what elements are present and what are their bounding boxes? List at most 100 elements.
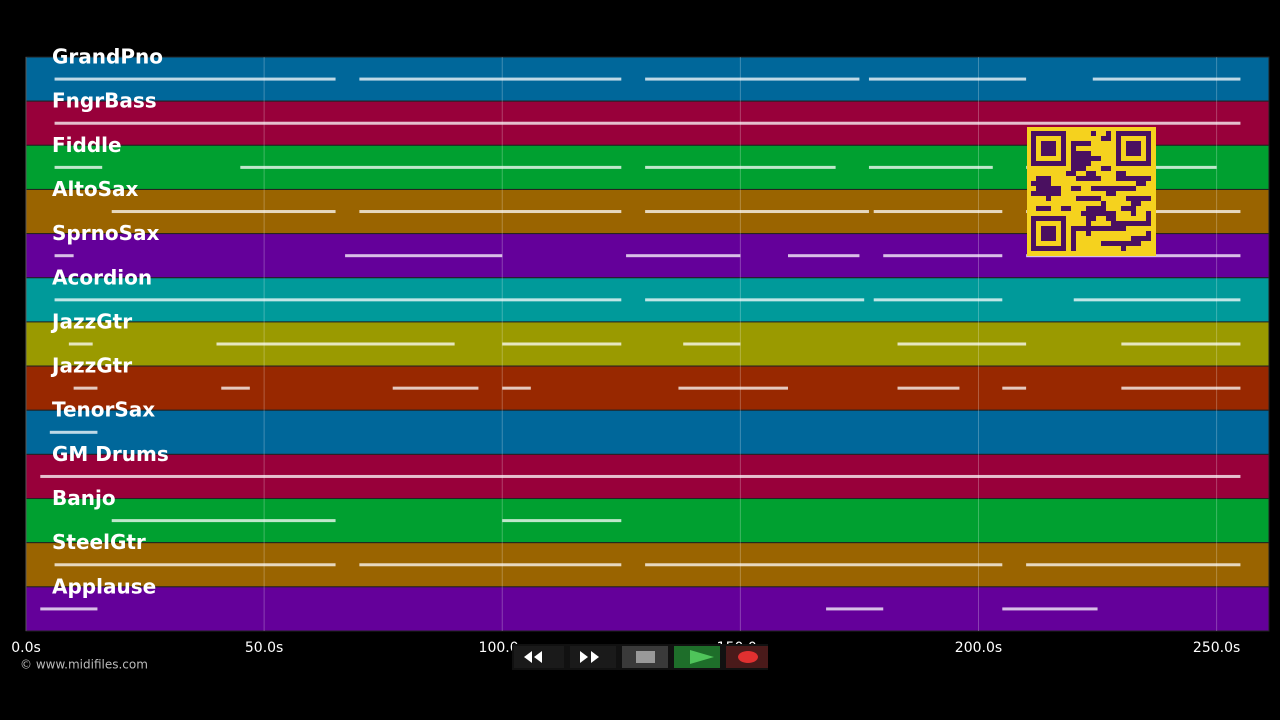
note-phrase [40, 474, 1241, 478]
qr-module [1111, 186, 1116, 191]
note-phrase [683, 342, 741, 346]
qr-module [1036, 186, 1041, 191]
qr-module [1131, 201, 1136, 206]
qr-module [1131, 211, 1136, 216]
qr-module [1121, 206, 1126, 211]
qr-module [1081, 211, 1086, 216]
qr-module [1126, 186, 1131, 191]
note-phrase [1073, 298, 1241, 302]
qr-module [1096, 156, 1101, 161]
qr-module [1036, 176, 1041, 181]
qr-module [1046, 191, 1051, 196]
qr-module [1146, 221, 1151, 226]
qr-module [1076, 161, 1081, 166]
qr-module [1086, 151, 1091, 156]
fast-forward-button[interactable] [570, 646, 616, 668]
note-phrase [897, 386, 960, 390]
qr-module [1086, 206, 1091, 211]
qr-module [1086, 156, 1091, 161]
qr-module [1091, 186, 1096, 191]
qr-module [1131, 236, 1136, 241]
note-phrase [54, 77, 336, 81]
record-button[interactable] [726, 646, 768, 668]
track-label: FngrBass [52, 89, 157, 113]
qr-module [1071, 171, 1076, 176]
qr-module [1146, 231, 1151, 236]
qr-module [1106, 166, 1111, 171]
qr-module [1096, 176, 1101, 181]
note-phrase [868, 165, 993, 169]
note-phrase [645, 165, 836, 169]
track-label: JazzGtr [50, 309, 132, 333]
note-phrase [54, 165, 103, 169]
qr-module [1136, 201, 1141, 206]
qr-module [1146, 211, 1151, 216]
qr-module [1076, 141, 1081, 146]
note-phrase [645, 563, 1003, 567]
track-label: SprnoSax [52, 221, 159, 245]
note-phrase [359, 210, 622, 214]
track-label: GrandPno [52, 45, 163, 69]
x-tick-label: 200.0s [955, 640, 1002, 656]
qr-module [1126, 221, 1131, 226]
qr-module [1071, 166, 1076, 171]
qr-module [1076, 226, 1081, 231]
qr-module [1121, 176, 1126, 181]
qr-module [1086, 231, 1091, 236]
qr-module [1146, 236, 1151, 241]
qr-module [1041, 176, 1046, 181]
qr-module [1146, 176, 1151, 181]
qr-module [1071, 231, 1076, 236]
qr-module [1076, 176, 1081, 181]
track-label: Acordion [52, 265, 152, 289]
qr-module [1106, 241, 1111, 246]
qr-module [1081, 141, 1086, 146]
stop-button[interactable] [622, 646, 668, 668]
note-phrase [111, 519, 336, 523]
rewind-button[interactable] [514, 646, 564, 668]
note-phrase [359, 77, 622, 81]
qr-module [1136, 241, 1141, 246]
qr-module [1126, 176, 1131, 181]
qr-module [1066, 171, 1071, 176]
qr-module [1101, 136, 1106, 141]
icon [524, 651, 532, 663]
qr-module [1086, 216, 1091, 221]
qr-module [1096, 226, 1101, 231]
qr-module [1101, 241, 1106, 246]
note-phrase [216, 342, 455, 346]
icon [690, 650, 714, 664]
note-phrase [345, 254, 503, 258]
qr-module [1111, 216, 1116, 221]
qr-module [1091, 211, 1096, 216]
qr-module [1071, 156, 1076, 161]
qr-module [1091, 226, 1096, 231]
qr-module [1046, 176, 1051, 181]
qr-module [1136, 181, 1141, 186]
note-phrase [54, 121, 1241, 125]
icon [580, 651, 588, 663]
qr-module [1131, 221, 1136, 226]
play-button[interactable] [674, 646, 720, 668]
note-phrase [111, 210, 336, 214]
qr-module [1136, 221, 1141, 226]
qr-module [1141, 221, 1146, 226]
qr-module [1081, 196, 1086, 201]
qr-module [1086, 211, 1091, 216]
note-phrase [1002, 607, 1098, 611]
qr-module [1136, 236, 1141, 241]
note-phrase [1026, 563, 1241, 567]
note-phrase [392, 386, 479, 390]
x-tick-label: 250.0s [1193, 640, 1240, 656]
qr-module [1106, 136, 1111, 141]
track-row [25, 321, 1270, 367]
note-phrase [54, 563, 336, 567]
note-phrase [787, 254, 860, 258]
qr-module [1101, 206, 1106, 211]
track-label: AltoSax [52, 177, 139, 201]
qr-module [1106, 191, 1111, 196]
note-phrase [883, 254, 1003, 258]
qr-module [1041, 206, 1046, 211]
qr-module [1141, 236, 1146, 241]
qr-module [1081, 151, 1086, 156]
